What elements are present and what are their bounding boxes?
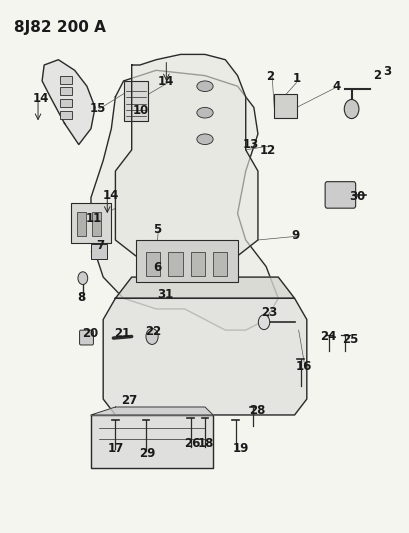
- Circle shape: [258, 315, 269, 329]
- Text: 3: 3: [382, 65, 391, 78]
- Text: 5: 5: [153, 223, 161, 236]
- Text: 15: 15: [90, 102, 106, 115]
- Text: 4: 4: [331, 80, 339, 93]
- Polygon shape: [42, 60, 95, 144]
- Bar: [92, 212, 101, 236]
- Text: 19: 19: [232, 442, 248, 455]
- Text: 31: 31: [157, 288, 173, 301]
- Text: 28: 28: [248, 404, 265, 417]
- Bar: [60, 76, 72, 84]
- FancyBboxPatch shape: [79, 330, 93, 345]
- Bar: [60, 111, 72, 118]
- Text: 11: 11: [86, 212, 102, 225]
- Text: 12: 12: [259, 144, 276, 157]
- Bar: [60, 87, 72, 95]
- Text: 6: 6: [153, 261, 162, 274]
- Text: 2: 2: [265, 70, 274, 83]
- Text: 14: 14: [102, 189, 119, 202]
- Text: 24: 24: [319, 330, 335, 343]
- Text: 9: 9: [290, 229, 299, 242]
- Bar: [135, 240, 237, 282]
- Text: 7: 7: [97, 239, 105, 252]
- Text: 29: 29: [139, 447, 155, 459]
- FancyBboxPatch shape: [324, 182, 355, 208]
- Bar: [168, 252, 182, 276]
- Bar: [91, 244, 107, 259]
- Bar: [146, 252, 160, 276]
- Text: 10: 10: [132, 103, 148, 117]
- Text: 18: 18: [197, 437, 213, 449]
- Text: 22: 22: [145, 325, 162, 338]
- Polygon shape: [91, 70, 278, 330]
- Text: 13: 13: [242, 138, 258, 151]
- Polygon shape: [91, 407, 213, 415]
- Bar: [60, 99, 72, 107]
- Text: 1: 1: [292, 72, 300, 85]
- Circle shape: [146, 328, 158, 344]
- Circle shape: [344, 100, 358, 118]
- Bar: [190, 252, 204, 276]
- Bar: [76, 212, 85, 236]
- Bar: [123, 81, 148, 120]
- Polygon shape: [91, 415, 213, 468]
- Polygon shape: [103, 298, 306, 415]
- Text: 16: 16: [294, 360, 311, 373]
- Text: 23: 23: [261, 305, 277, 319]
- Text: 8: 8: [77, 291, 85, 304]
- Text: 14: 14: [157, 76, 173, 88]
- Circle shape: [78, 272, 88, 285]
- Text: 20: 20: [82, 327, 98, 340]
- Text: 27: 27: [120, 393, 137, 407]
- Ellipse shape: [196, 134, 213, 144]
- Bar: [274, 94, 296, 118]
- Ellipse shape: [196, 81, 213, 92]
- Text: 17: 17: [108, 442, 124, 455]
- Text: 21: 21: [115, 327, 130, 340]
- Polygon shape: [115, 277, 294, 298]
- Ellipse shape: [196, 108, 213, 118]
- Text: 8J82 200 A: 8J82 200 A: [13, 20, 105, 35]
- Bar: [213, 252, 227, 276]
- Text: 26: 26: [183, 437, 200, 449]
- Text: 30: 30: [348, 190, 364, 203]
- Text: 14: 14: [33, 92, 49, 105]
- Polygon shape: [115, 54, 257, 266]
- Text: 25: 25: [342, 333, 358, 346]
- Text: 2: 2: [373, 69, 381, 82]
- Bar: [70, 203, 111, 243]
